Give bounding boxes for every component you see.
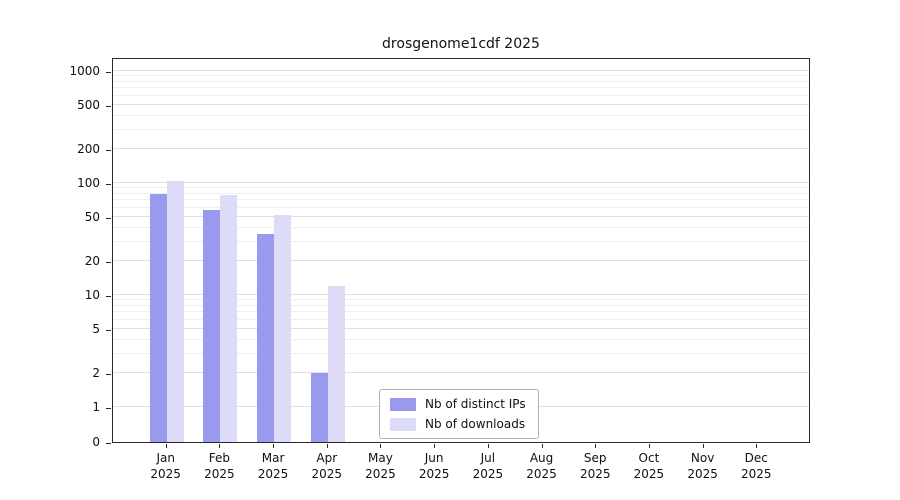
x-tick-label: Jul 2025 <box>472 451 504 481</box>
legend-item-downloads: Nb of downloads <box>390 417 528 431</box>
x-tick-label: Apr 2025 <box>311 451 343 481</box>
x-tick-label: May 2025 <box>365 451 396 481</box>
y-tick-label: 100 <box>77 176 100 190</box>
gridline <box>113 187 809 189</box>
gridline <box>113 260 809 262</box>
x-tick-label: Aug 2025 <box>526 451 557 481</box>
y-tick-mark <box>106 150 111 152</box>
y-tick-label: 200 <box>77 142 100 157</box>
gridline <box>113 80 809 82</box>
y-tick-label: 1000 <box>69 64 100 78</box>
x-tick-label: Nov 2025 <box>687 451 718 481</box>
bar-feb-ips <box>203 210 221 442</box>
y-tick-mark <box>106 374 111 376</box>
x-tick-label: Jun 2025 <box>418 451 450 481</box>
bar-jan-downloads <box>166 180 184 442</box>
y-tick-mark <box>106 262 111 264</box>
gridline <box>113 240 809 242</box>
gridline <box>113 304 809 306</box>
gridline <box>113 70 809 71</box>
plot-area: Nb of distinct IPs Nb of downloads <box>112 58 810 443</box>
x-tick-mark <box>219 444 221 448</box>
x-tick-mark <box>756 444 758 448</box>
legend-label-downloads: Nb of downloads <box>425 417 526 431</box>
x-tick-mark <box>595 444 597 448</box>
legend-item-distinct-ips: Nb of distinct IPs <box>390 397 528 411</box>
gridline <box>113 128 809 130</box>
gridline <box>113 103 809 105</box>
x-tick-label: Jan 2025 <box>150 451 181 481</box>
x-tick-label: Sep 2025 <box>579 451 611 481</box>
y-tick-label: 20 <box>84 254 100 269</box>
bar-feb-downloads <box>220 195 238 442</box>
bar-mar-downloads <box>274 214 292 442</box>
gridline <box>113 192 809 194</box>
x-tick-mark <box>380 444 382 448</box>
y-tick-label: 500 <box>77 97 100 112</box>
x-tick-mark <box>273 444 275 448</box>
legend-swatch-distinct-ips <box>390 397 416 411</box>
y-tick-label: 0 <box>92 435 100 449</box>
chart-title: drosgenome1cdf 2025 <box>382 36 540 52</box>
y-tick-mark <box>106 72 111 73</box>
legend-swatch-downloads <box>390 417 416 431</box>
y-tick-mark <box>106 217 111 219</box>
y-tick-label: 5 <box>92 321 100 336</box>
gridline <box>113 327 809 329</box>
bar-apr-downloads <box>327 286 345 442</box>
legend: Nb of distinct IPs Nb of downloads <box>379 389 539 439</box>
x-tick-mark <box>648 444 650 448</box>
y-tick-mark <box>106 296 111 297</box>
bar-mar-ips <box>257 234 275 442</box>
bar-apr-ips <box>310 373 328 442</box>
legend-label-distinct-ips: Nb of distinct IPs <box>425 397 526 411</box>
y-tick-mark <box>106 408 111 409</box>
y-tick-label: 10 <box>84 288 100 302</box>
y-tick-label: 50 <box>84 209 100 224</box>
gridline <box>113 294 809 295</box>
x-tick-mark <box>702 444 704 448</box>
x-tick-label: Feb 2025 <box>204 451 235 481</box>
x-tick-mark <box>487 444 489 448</box>
gridline <box>113 94 809 96</box>
x-tick-mark <box>165 444 167 448</box>
gridline <box>113 215 809 217</box>
y-tick-mark <box>106 184 111 185</box>
x-tick-label: Mar 2025 <box>257 451 289 481</box>
x-tick-mark <box>326 444 328 448</box>
gridline <box>113 338 809 340</box>
gridline <box>113 148 809 150</box>
gridline <box>113 87 809 89</box>
gridline <box>113 206 809 208</box>
y-tick-label: 2 <box>92 366 100 381</box>
y-tick-mark <box>106 443 111 444</box>
gridline <box>113 352 809 354</box>
gridline <box>113 114 809 116</box>
x-tick-mark <box>541 444 543 448</box>
bar-jan-ips <box>149 193 167 442</box>
gridline <box>113 318 809 320</box>
gridline <box>113 199 809 201</box>
x-tick-label: Oct 2025 <box>633 451 665 481</box>
gridline <box>113 182 809 183</box>
x-tick-label: Dec 2025 <box>741 451 772 481</box>
y-tick-label: 1 <box>92 400 100 414</box>
gridline <box>113 372 809 374</box>
gridline <box>113 311 809 313</box>
gridline <box>113 299 809 301</box>
y-tick-mark <box>106 105 111 107</box>
gridline <box>113 75 809 77</box>
gridline <box>113 226 809 228</box>
x-tick-mark <box>434 444 436 448</box>
y-tick-mark <box>106 329 111 331</box>
